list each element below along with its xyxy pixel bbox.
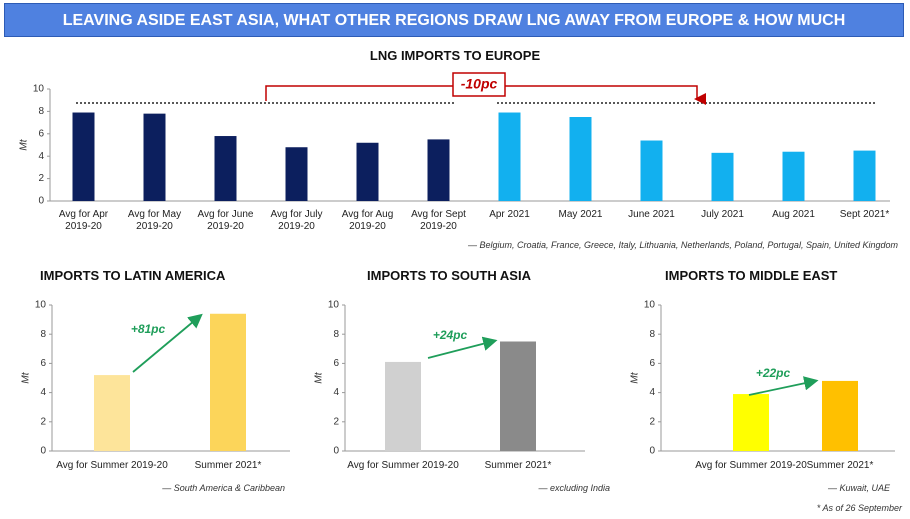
y-tick-label: 2 [38,173,44,184]
bar [711,152,734,201]
bar [143,113,166,201]
y-tick-label: 6 [333,358,339,369]
bar [569,117,592,201]
y-tick-label: 10 [35,300,47,311]
y-axis-label: Mt [21,371,32,383]
y-tick-label: 0 [40,446,46,457]
x-tick-label: Sept 2021* [839,209,890,220]
y-tick-label: 10 [328,300,340,311]
note: — excluding India [538,483,610,493]
x-tick-label: July 2021 [701,209,744,220]
x-tick-label: Summer 2021* [194,460,262,471]
x-tick-label: Summer 2021* [484,460,552,471]
note: — Kuwait, UAE [827,483,890,493]
y-tick-label: 8 [40,329,46,340]
annotation: +24pc [433,328,468,342]
y-tick-label: 0 [333,446,339,457]
x-tick-label: Apr 2021 [489,209,530,220]
bar [427,139,450,201]
bar [210,313,246,451]
x-tick-label: Avg for May 2019-20 [127,209,182,232]
bar [94,375,130,451]
chart-title: IMPORTS TO LATIN AMERICA [40,268,226,283]
note: — South America & Caribbean [162,483,285,493]
y-tick-label: 4 [38,151,44,162]
y-tick-label: 4 [649,387,655,398]
x-tick-label: Avg for Sept 2019-20 [411,209,466,232]
change-arrow [132,313,203,373]
bar [498,112,521,201]
bar [733,394,769,451]
x-tick-label: June 2021 [628,209,675,220]
y-tick-label: 4 [40,387,46,398]
annotation: -10pc [461,76,498,92]
y-tick-label: 2 [333,416,339,427]
y-tick-label: 2 [40,416,46,427]
x-tick-label: Avg for Summer 2019-20 [347,460,459,471]
x-tick-label: Avg for Apr 2019-20 [58,209,109,232]
bar [782,151,805,201]
y-axis-label: Mt [314,371,325,383]
note: — Belgium, Croatia, France, Greece, Ital… [467,240,898,250]
y-axis-label: Mt [19,138,30,150]
x-tick-label: Avg for July 2019-20 [270,209,323,232]
y-tick-label: 2 [649,416,655,427]
y-axis-label: Mt [630,371,641,383]
change-arrow [748,376,819,396]
y-tick-label: 10 [644,300,656,311]
bar [285,147,308,201]
x-tick-label: Avg for Summer 2019-20 [695,460,807,471]
x-tick-label: Summer 2021* [806,460,874,471]
chart-title: LNG IMPORTS TO EUROPE [369,48,541,63]
chart-title: IMPORTS TO MIDDLE EAST [665,268,838,283]
annotation-box [452,72,506,97]
y-tick-label: 8 [333,329,339,340]
bar [72,112,95,201]
y-tick-label: 6 [649,358,655,369]
y-tick-label: 10 [33,84,45,95]
y-tick-label: 0 [38,196,44,207]
bar [356,142,379,201]
y-tick-label: 4 [333,387,339,398]
chart-title: IMPORTS TO SOUTH ASIA [367,268,531,283]
annotation: +22pc [756,366,791,380]
bar [853,150,876,201]
bar [214,136,237,201]
y-tick-label: 6 [38,128,44,139]
footnote: * As of 26 September [816,503,902,513]
x-tick-label: May 2021 [558,209,603,220]
bar [385,361,421,451]
y-tick-label: 0 [649,446,655,457]
y-tick-label: 6 [40,358,46,369]
bar [822,380,858,451]
y-tick-label: 8 [38,106,44,117]
x-tick-label: Avg for Aug 2019-20 [341,209,394,232]
header-title: LEAVING ASIDE EAST ASIA, WHAT OTHER REGI… [4,3,904,37]
change-arrow [427,336,498,359]
bar [500,341,536,451]
bar [640,140,663,201]
y-tick-label: 8 [649,329,655,340]
x-tick-label: Aug 2021 [772,209,815,220]
annotation: +81pc [131,322,166,336]
x-tick-label: Avg for June 2019-20 [197,209,254,232]
x-tick-label: Avg for Summer 2019-20 [56,460,168,471]
